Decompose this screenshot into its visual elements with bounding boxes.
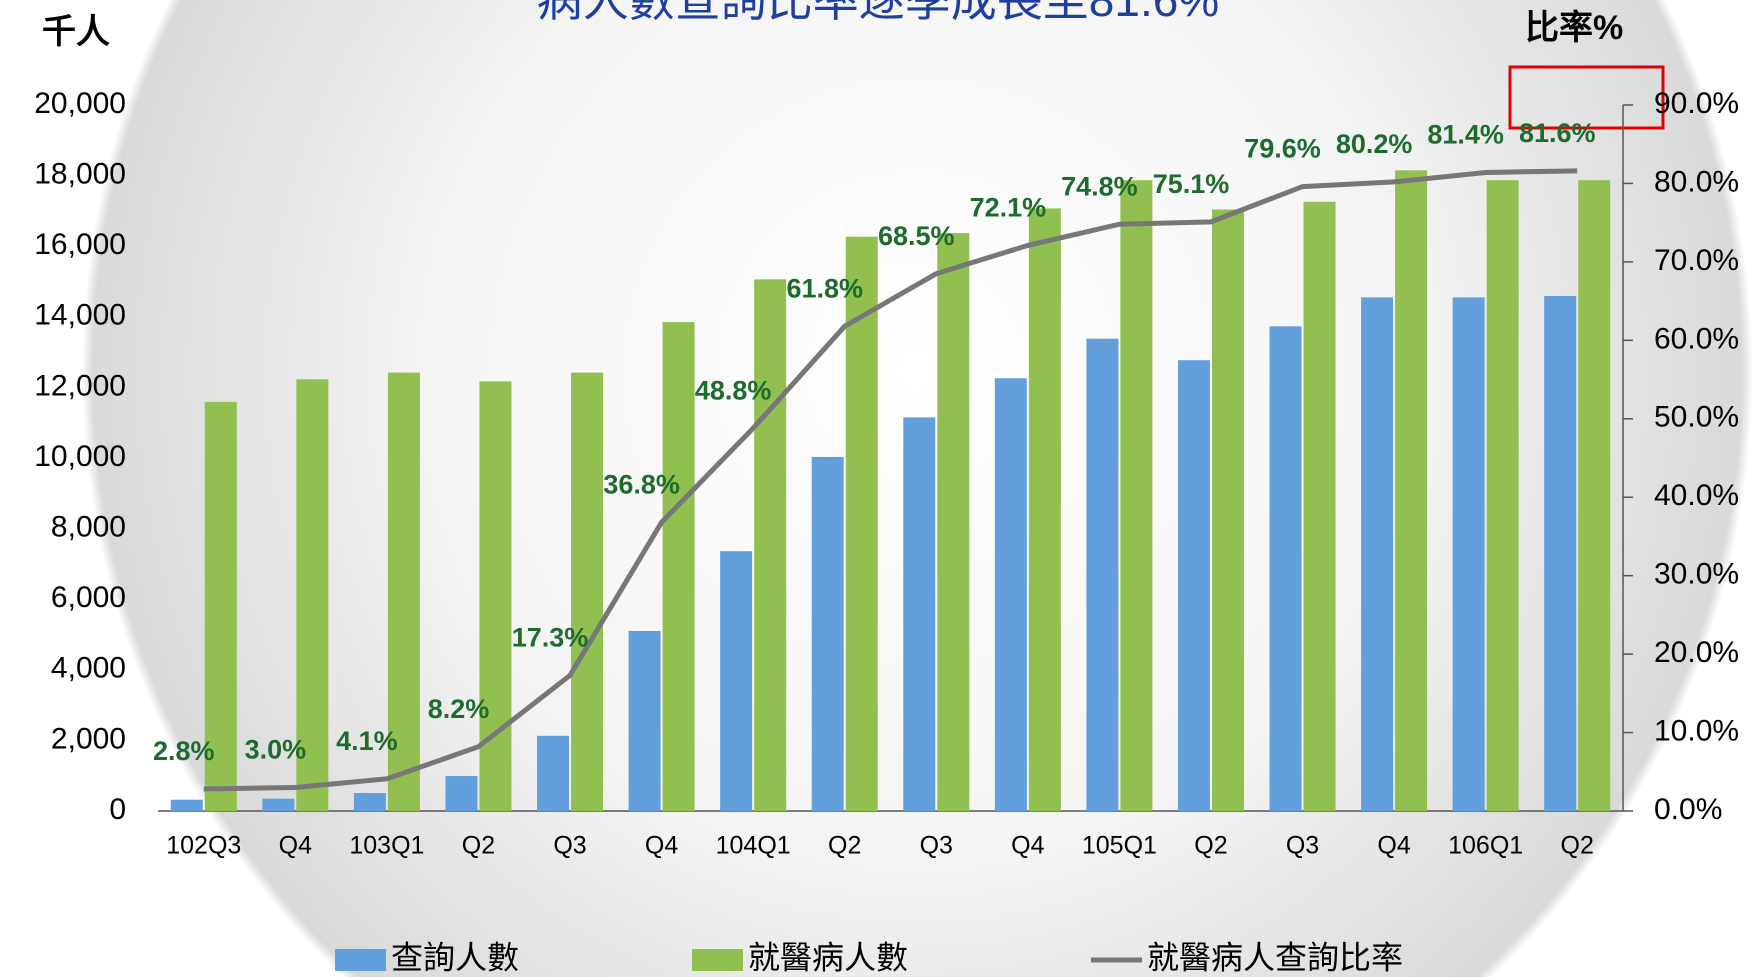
y-axis-label: 千人	[42, 13, 110, 51]
bar	[170, 799, 203, 811]
data-label: 3.0%	[245, 735, 307, 765]
data-label: 61.8%	[786, 273, 863, 303]
x-tick-label: 102Q3	[166, 832, 241, 860]
bar	[937, 233, 970, 811]
y-tick-label: 2,000	[51, 722, 126, 755]
bar	[1361, 297, 1394, 811]
y-tick-label: 16,000	[34, 228, 126, 261]
data-label: 81.6%	[1519, 118, 1596, 148]
x-tick-label: Q3	[1286, 832, 1319, 860]
y2-tick-label: 30.0%	[1654, 558, 1739, 591]
data-label: 4.1%	[336, 726, 398, 756]
x-tick-label: 105Q1	[1082, 832, 1157, 860]
bar	[296, 379, 329, 811]
x-tick-label: Q2	[828, 832, 861, 860]
legend-label: 查詢人數	[391, 939, 519, 975]
x-tick-label: Q3	[920, 832, 953, 860]
x-tick-label: Q2	[1561, 832, 1594, 860]
y-tick-label: 4,000	[51, 652, 126, 685]
data-label: 8.2%	[428, 694, 490, 724]
legend-label: 就醫病人數	[748, 939, 908, 975]
bar	[1211, 209, 1244, 811]
x-tick-label: Q4	[279, 832, 312, 860]
bar	[994, 378, 1027, 811]
bar	[204, 401, 237, 811]
bar	[720, 551, 753, 811]
x-tick-label: Q4	[1377, 832, 1410, 860]
data-label: 17.3%	[512, 622, 589, 652]
bar	[353, 792, 386, 811]
x-tick-label: 104Q1	[716, 832, 791, 860]
x-tick-label: Q2	[462, 832, 495, 860]
legend-swatch	[692, 949, 743, 971]
x-tick-label: 106Q1	[1448, 832, 1523, 860]
y2-tick-label: 60.0%	[1654, 322, 1739, 355]
y-tick-label: 18,000	[34, 158, 126, 191]
bar	[537, 735, 570, 811]
bar	[1578, 180, 1611, 812]
x-tick-label: Q2	[1194, 832, 1227, 860]
bar	[387, 372, 420, 811]
bar	[628, 630, 661, 811]
y2-tick-label: 40.0%	[1654, 479, 1739, 512]
y2-tick-label: 50.0%	[1654, 401, 1739, 434]
x-tick-label: 103Q1	[349, 832, 424, 860]
y-tick-label: 10,000	[34, 440, 126, 473]
bar	[754, 279, 787, 812]
bar	[1269, 326, 1302, 811]
data-label: 48.8%	[695, 375, 772, 405]
data-label: 80.2%	[1336, 129, 1413, 159]
line	[203, 168, 1578, 792]
bar	[1395, 170, 1428, 811]
x-tick-label: Q4	[645, 832, 678, 860]
y2-tick-label: 0.0%	[1654, 793, 1722, 826]
data-label: 75.1%	[1153, 169, 1230, 199]
y2-tick-label: 70.0%	[1654, 244, 1739, 277]
data-label: 68.5%	[878, 221, 955, 251]
legend-label: 就醫病人查詢比率	[1147, 939, 1403, 975]
y-tick-label: 14,000	[34, 299, 126, 332]
data-label: 36.8%	[603, 469, 680, 499]
y2-axis-label: 比率%	[1525, 9, 1623, 47]
bar	[1452, 297, 1485, 811]
bar	[1177, 360, 1210, 811]
bar	[1120, 180, 1153, 812]
highlight-box	[1508, 65, 1665, 130]
y2-tick-label: 20.0%	[1654, 636, 1739, 669]
y2-tick-label: 10.0%	[1654, 714, 1739, 747]
bar	[811, 456, 844, 811]
bar	[1544, 295, 1577, 811]
y-tick-label: 12,000	[34, 369, 126, 402]
data-label: 79.6%	[1244, 134, 1321, 164]
bar	[479, 381, 512, 811]
bar	[1028, 208, 1061, 811]
data-label: 2.8%	[153, 736, 215, 766]
x-tick-label: Q4	[1011, 832, 1044, 860]
legend-swatch	[335, 949, 386, 971]
bar	[1303, 201, 1336, 812]
bar	[571, 372, 604, 811]
y-tick-label: 8,000	[51, 511, 126, 544]
bar	[845, 236, 878, 811]
bar	[262, 798, 295, 811]
chart-title: 病人數查詢比率逐季成長至81.6%	[537, 0, 1219, 26]
data-label: 72.1%	[970, 193, 1047, 223]
y2-tick-label: 80.0%	[1654, 165, 1739, 198]
x-tick-label: Q3	[553, 832, 586, 860]
data-label: 81.4%	[1427, 120, 1504, 150]
y-tick-label: 20,000	[34, 87, 126, 120]
bar	[903, 417, 936, 811]
y-tick-label: 0	[109, 793, 126, 826]
bar	[1086, 338, 1119, 811]
data-label: 74.8%	[1061, 171, 1138, 201]
bar	[662, 322, 695, 811]
y-tick-label: 6,000	[51, 581, 126, 614]
y2-tick-label: 90.0%	[1654, 87, 1739, 120]
bar	[1486, 180, 1519, 812]
bar	[445, 776, 478, 811]
